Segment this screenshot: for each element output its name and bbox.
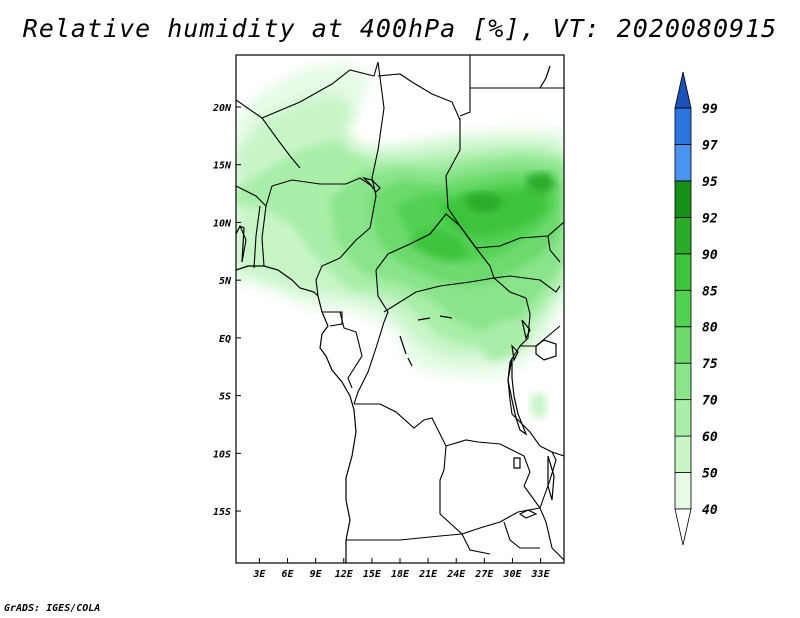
lat-tick-label: 10N — [213, 218, 232, 229]
border-car-drc — [383, 277, 527, 313]
border-nigeria-benin — [261, 185, 273, 267]
border-angola-namibia — [346, 533, 463, 541]
humidity-band-90 — [462, 192, 504, 212]
colorbar-label: 50 — [702, 467, 718, 482]
lake-tanganyika — [507, 357, 528, 436]
colorbar-under-arrow — [674, 508, 692, 546]
colorbar-segment — [674, 326, 692, 364]
colorbar-segment — [674, 289, 692, 328]
longitude-axis: 3E 6E 9E 12E 15E 18E 21E 24E 27E 30E 33E — [252, 558, 551, 580]
lake-kivu — [511, 344, 519, 362]
border-drc-east — [507, 345, 541, 447]
lon-tick-label: 24E — [446, 569, 466, 580]
colorbar-label: 99 — [702, 102, 718, 117]
lat-tick-label: 20N — [212, 103, 232, 114]
map-title: Relative humidity at 400hPa [%], VT: 202… — [22, 14, 778, 43]
border-malawi — [539, 451, 557, 509]
lat-tick-label: 15N — [213, 161, 232, 172]
lon-tick-label: 6E — [282, 569, 295, 580]
grads-credit: GrADS: IGES/COLA — [4, 603, 101, 614]
border-congo-drc — [353, 321, 385, 405]
humidity-field — [236, 62, 564, 420]
border-nigeria-cameroon — [315, 195, 377, 297]
colorbar-label: 95 — [702, 175, 718, 190]
lat-tick-label: 10S — [213, 449, 231, 460]
border-ghana — [239, 225, 247, 263]
border-angola-zambia — [439, 445, 447, 514]
border-zimbabwe — [503, 521, 540, 549]
lon-tick-label: 9E — [310, 569, 323, 580]
lon-tick-label: 15E — [363, 569, 382, 580]
lake-malawi — [547, 455, 555, 501]
colorbar-segment — [674, 107, 692, 145]
border-niger-nigeria — [271, 177, 373, 187]
coastlines — [236, 65, 557, 563]
colorbar-label: 92 — [702, 211, 718, 226]
lake-albert — [521, 319, 531, 340]
colorbar-segment — [674, 144, 692, 182]
lon-tick-label: 33E — [531, 569, 551, 580]
border-libya-chad — [459, 55, 471, 117]
lat-tick-label: 15S — [213, 507, 231, 518]
lat-tick-label: EQ — [219, 334, 231, 345]
lake-chad — [362, 176, 381, 193]
border-zambia-drc — [499, 443, 541, 509]
country-borders — [236, 55, 564, 561]
colorbar-segment — [674, 435, 692, 473]
lake-mweru — [513, 457, 521, 469]
lon-tick-label: 27E — [474, 569, 494, 580]
latitude-axis: 20N 15N 10N 5N EQ 5S 10S 15S — [212, 103, 241, 518]
border-cameroon-car — [375, 269, 389, 323]
colorbar-over-arrow — [674, 71, 692, 109]
colorbar-segment — [674, 472, 692, 510]
colorbar-segment — [674, 253, 692, 291]
colorbar-label: 85 — [702, 284, 718, 299]
lon-tick-label: 21E — [418, 569, 438, 580]
border-south-sudan-east — [493, 275, 561, 293]
colorbar-segment — [674, 216, 692, 255]
lon-tick-label: 12E — [335, 569, 354, 580]
border-burkina — [236, 185, 267, 207]
border-chad-car — [375, 213, 495, 279]
red-sea-coast — [539, 65, 551, 89]
humidity-band-90b — [526, 172, 556, 194]
lon-tick-label: 3E — [252, 569, 266, 580]
colorbar-label: 80 — [702, 321, 718, 336]
border-botswana — [461, 533, 491, 555]
border-benin-togo — [253, 205, 261, 269]
colorbar-segment — [674, 180, 692, 218]
colorbar-label: 60 — [702, 430, 718, 445]
border-sudan-ethiopia — [547, 235, 561, 263]
coast-central-west — [319, 311, 357, 563]
colorbar-label: 75 — [702, 357, 718, 372]
border-angola-drc — [354, 403, 501, 447]
colorbar-segment — [674, 399, 692, 437]
colorbar-label: 40 — [702, 503, 718, 518]
coast-west-africa-bend — [236, 225, 245, 263]
colorbar-segment — [674, 362, 692, 401]
border-libya — [377, 73, 461, 121]
border-niger-chad — [371, 61, 385, 197]
border-mozambique — [539, 507, 564, 561]
humidity-band-extra-south — [530, 392, 548, 420]
congo-river-marks — [399, 315, 453, 367]
border-tanzania — [539, 445, 564, 457]
border-mali-niger — [261, 117, 301, 169]
lon-tick-label: 18E — [391, 569, 410, 580]
border-zambia-south — [439, 507, 541, 535]
lake-kariba — [518, 509, 538, 519]
colorbar-label: 90 — [702, 248, 718, 263]
border-eq-guinea — [322, 311, 343, 327]
coast-gulf-of-guinea — [236, 265, 323, 313]
lake-victoria — [535, 339, 557, 361]
lat-tick-label: 5S — [219, 392, 231, 403]
border-gabon-congo — [339, 311, 363, 389]
colorbar: 40 50 60 70 75 80 85 90 92 95 97 99 — [674, 71, 718, 546]
lon-tick-label: 30E — [502, 569, 522, 580]
border-sudan-south — [475, 221, 564, 249]
colorbar-label: 70 — [702, 394, 718, 409]
colorbar-label: 97 — [702, 138, 718, 153]
lat-tick-label: 5N — [219, 276, 232, 287]
